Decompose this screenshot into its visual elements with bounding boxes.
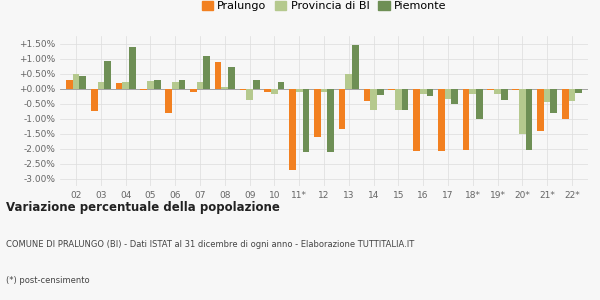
Bar xyxy=(197,82,203,88)
Bar xyxy=(104,61,111,88)
Bar xyxy=(165,88,172,112)
Bar xyxy=(438,88,445,151)
Bar xyxy=(203,56,210,88)
Bar xyxy=(320,88,328,92)
Bar xyxy=(519,88,526,134)
Bar xyxy=(246,88,253,100)
Bar xyxy=(487,88,494,90)
Bar xyxy=(562,88,569,119)
Bar xyxy=(550,88,557,112)
Bar xyxy=(476,88,483,119)
Bar xyxy=(221,87,228,88)
Bar xyxy=(253,80,260,88)
Bar xyxy=(346,74,352,88)
Bar xyxy=(116,83,122,88)
Bar xyxy=(190,88,197,92)
Bar xyxy=(147,81,154,88)
Bar xyxy=(172,82,179,88)
Bar xyxy=(140,88,147,90)
Bar xyxy=(526,88,532,150)
Bar xyxy=(420,88,427,94)
Bar xyxy=(154,80,161,88)
Bar xyxy=(122,82,129,88)
Bar xyxy=(395,88,402,110)
Bar xyxy=(129,46,136,88)
Bar xyxy=(66,80,73,88)
Bar xyxy=(265,88,271,92)
Bar xyxy=(575,88,582,93)
Bar xyxy=(314,88,320,136)
Bar xyxy=(451,88,458,104)
Bar xyxy=(239,88,246,90)
Bar xyxy=(364,88,370,101)
Bar xyxy=(388,88,395,90)
Bar xyxy=(501,88,508,100)
Bar xyxy=(179,80,185,88)
Bar xyxy=(296,88,302,92)
Bar xyxy=(328,88,334,152)
Legend: Pralungo, Provincia di BI, Piemonte: Pralungo, Provincia di BI, Piemonte xyxy=(197,0,451,16)
Bar xyxy=(494,88,501,94)
Bar xyxy=(79,76,86,88)
Bar xyxy=(370,88,377,110)
Bar xyxy=(302,88,309,152)
Text: (*) post-censimento: (*) post-censimento xyxy=(6,276,89,285)
Bar xyxy=(228,67,235,88)
Bar xyxy=(413,88,420,151)
Bar xyxy=(278,82,284,88)
Bar xyxy=(289,88,296,170)
Bar xyxy=(73,74,79,88)
Bar xyxy=(271,88,278,94)
Bar xyxy=(512,88,519,90)
Bar xyxy=(569,88,575,101)
Text: Variazione percentuale della popolazione: Variazione percentuale della popolazione xyxy=(6,201,280,214)
Bar xyxy=(402,88,409,110)
Bar xyxy=(537,88,544,130)
Bar xyxy=(91,88,98,111)
Bar xyxy=(215,62,221,88)
Bar xyxy=(427,88,433,96)
Bar xyxy=(377,88,383,94)
Bar xyxy=(469,88,476,94)
Bar xyxy=(544,88,550,102)
Bar xyxy=(445,88,451,99)
Bar xyxy=(339,88,346,129)
Bar xyxy=(463,88,469,150)
Text: COMUNE DI PRALUNGO (BI) - Dati ISTAT al 31 dicembre di ogni anno - Elaborazione : COMUNE DI PRALUNGO (BI) - Dati ISTAT al … xyxy=(6,240,414,249)
Bar xyxy=(98,82,104,88)
Bar xyxy=(352,45,359,88)
